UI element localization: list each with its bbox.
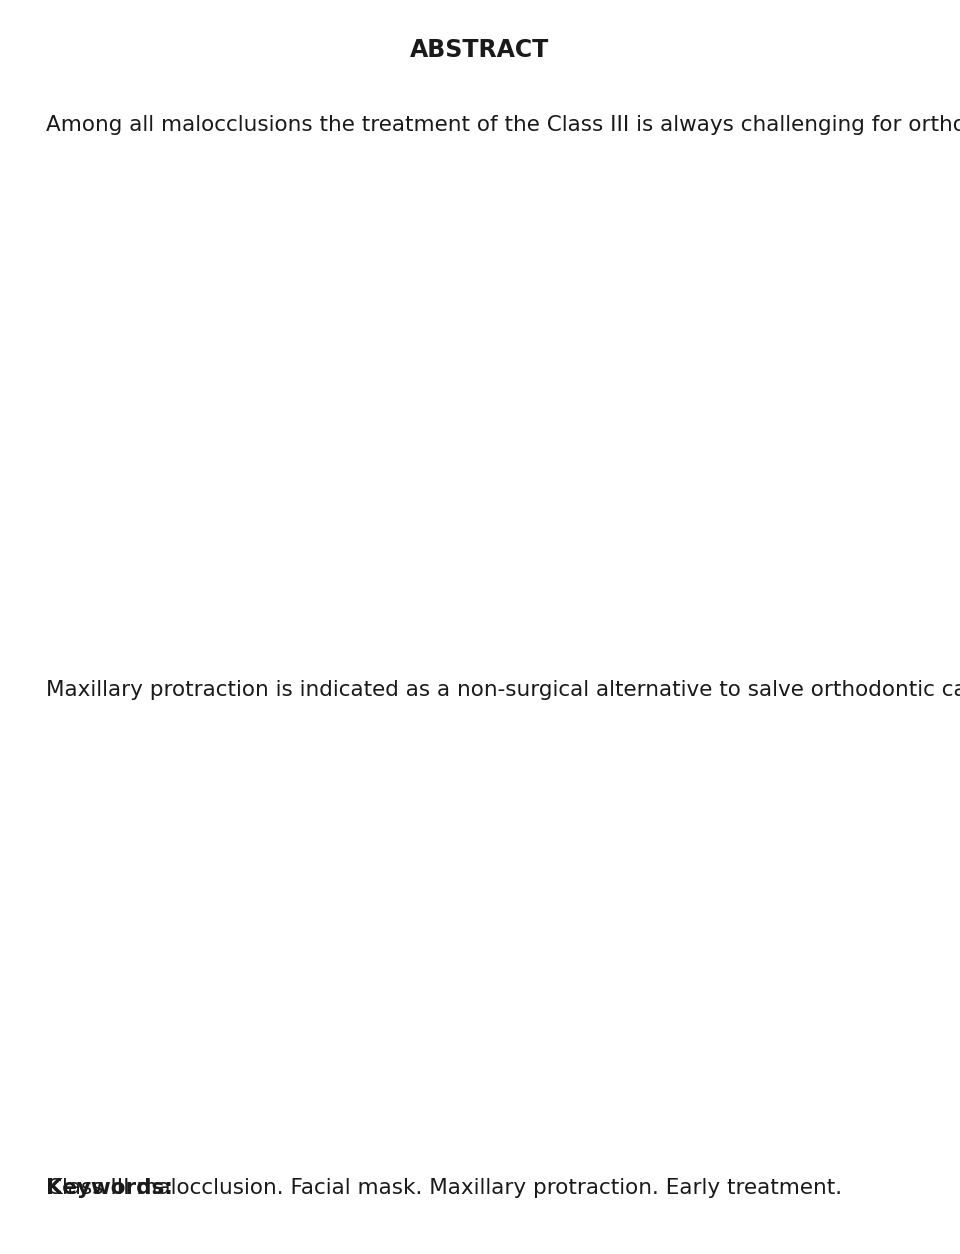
Text: Class III malocclusion. Facial mask. Maxillary protraction. Early treatment.: Class III malocclusion. Facial mask. Max… [47,1178,842,1198]
Text: Among all malocclusions the treatment of the Class III is always challenging for: Among all malocclusions the treatment of… [46,115,960,135]
Text: Keywords:: Keywords: [46,1178,173,1198]
Text: Maxillary protraction is indicated as a non-surgical alternative to salve orthod: Maxillary protraction is indicated as a … [46,680,960,700]
Text: ABSTRACT: ABSTRACT [410,38,550,61]
